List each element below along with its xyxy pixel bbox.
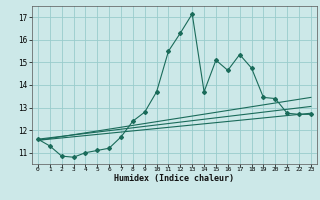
X-axis label: Humidex (Indice chaleur): Humidex (Indice chaleur) bbox=[115, 174, 234, 183]
